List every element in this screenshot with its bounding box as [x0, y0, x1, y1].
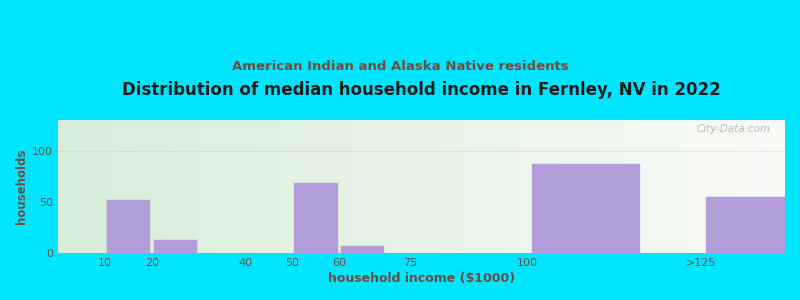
Bar [532, 164, 640, 253]
X-axis label: household income ($1000): household income ($1000) [328, 272, 515, 285]
Bar [342, 246, 385, 253]
Y-axis label: households: households [15, 149, 28, 224]
Bar [154, 240, 197, 253]
Bar [706, 197, 800, 253]
Bar [294, 183, 338, 253]
Title: Distribution of median household income in Fernley, NV in 2022: Distribution of median household income … [122, 81, 721, 99]
Text: City-Data.com: City-Data.com [696, 124, 770, 134]
Bar [107, 200, 150, 253]
Text: American Indian and Alaska Native residents: American Indian and Alaska Native reside… [232, 60, 568, 73]
